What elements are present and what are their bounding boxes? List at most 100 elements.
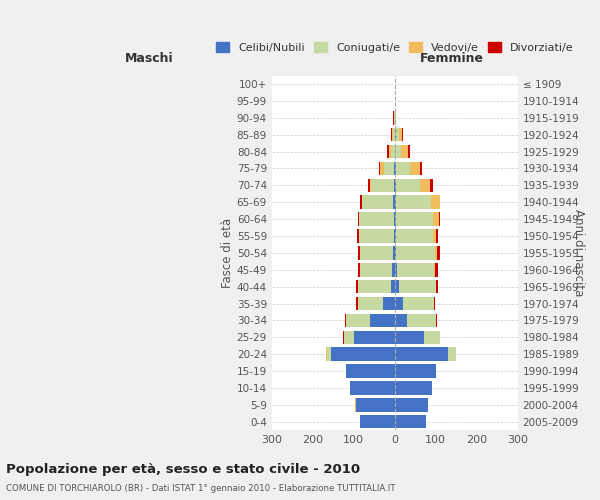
Text: Maschi: Maschi — [124, 52, 173, 65]
Text: Popolazione per età, sesso e stato civile - 2010: Popolazione per età, sesso e stato civil… — [6, 462, 360, 475]
Bar — [384, 162, 394, 175]
Text: Femmine: Femmine — [419, 52, 484, 65]
Bar — [356, 280, 358, 293]
Bar — [394, 111, 395, 124]
Bar — [350, 381, 395, 394]
Bar — [397, 263, 434, 276]
Bar — [346, 314, 370, 327]
Bar — [360, 415, 395, 428]
Bar — [395, 145, 401, 158]
Bar — [358, 212, 359, 226]
Bar — [436, 314, 437, 327]
Bar — [358, 280, 391, 293]
Bar — [401, 145, 409, 158]
Bar — [344, 330, 354, 344]
Bar — [391, 145, 395, 158]
Bar — [430, 178, 433, 192]
Bar — [434, 263, 435, 276]
Bar — [395, 178, 420, 192]
Text: COMUNE DI TORCHIAROLO (BR) - Dati ISTAT 1° gennaio 2010 - Elaborazione TUTTITALI: COMUNE DI TORCHIAROLO (BR) - Dati ISTAT … — [6, 484, 395, 493]
Bar — [391, 128, 392, 141]
Bar — [331, 348, 395, 361]
Bar — [380, 162, 384, 175]
Bar — [394, 178, 395, 192]
Bar — [361, 246, 393, 260]
Bar — [370, 178, 371, 192]
Bar — [391, 280, 395, 293]
Bar — [407, 314, 436, 327]
Bar — [433, 212, 439, 226]
Bar — [395, 128, 399, 141]
Bar — [360, 196, 362, 209]
Bar — [395, 348, 448, 361]
Bar — [395, 297, 403, 310]
Bar — [393, 196, 395, 209]
Bar — [327, 348, 331, 361]
Bar — [395, 314, 407, 327]
Bar — [379, 162, 380, 175]
Bar — [358, 297, 383, 310]
Bar — [409, 145, 410, 158]
Bar — [395, 263, 397, 276]
Bar — [424, 330, 440, 344]
Bar — [389, 145, 391, 158]
Bar — [394, 212, 395, 226]
Bar — [395, 111, 397, 124]
Bar — [368, 178, 370, 192]
Bar — [395, 212, 433, 226]
Bar — [436, 280, 438, 293]
Bar — [394, 230, 395, 243]
Bar — [433, 230, 436, 243]
Bar — [392, 128, 393, 141]
Bar — [395, 398, 428, 411]
Bar — [359, 230, 394, 243]
Bar — [359, 263, 392, 276]
Bar — [326, 348, 327, 361]
Bar — [393, 246, 395, 260]
Bar — [358, 246, 361, 260]
Bar — [435, 263, 438, 276]
Bar — [356, 297, 358, 310]
Bar — [436, 230, 438, 243]
Bar — [395, 280, 399, 293]
Bar — [359, 212, 394, 226]
Bar — [355, 398, 356, 411]
Bar — [395, 230, 433, 243]
Bar — [399, 280, 436, 293]
Bar — [395, 330, 424, 344]
Bar — [393, 128, 395, 141]
Bar — [410, 162, 420, 175]
Y-axis label: Anni di nascita: Anni di nascita — [572, 209, 585, 296]
Bar — [420, 162, 422, 175]
Legend: Celibi/Nubili, Coniugati/e, Vedovi/e, Divorziati/e: Celibi/Nubili, Coniugati/e, Vedovi/e, Di… — [212, 38, 577, 56]
Bar — [371, 178, 394, 192]
Bar — [354, 330, 395, 344]
Bar — [383, 297, 395, 310]
Bar — [434, 246, 437, 260]
Bar — [437, 246, 440, 260]
Bar — [394, 162, 395, 175]
Bar — [395, 196, 397, 209]
Bar — [402, 128, 403, 141]
Bar — [345, 314, 346, 327]
Bar — [395, 381, 432, 394]
Bar — [356, 398, 395, 411]
Bar — [357, 230, 359, 243]
Bar — [431, 196, 440, 209]
Bar — [358, 263, 359, 276]
Bar — [388, 145, 389, 158]
Bar — [439, 212, 440, 226]
Bar — [395, 246, 434, 260]
Y-axis label: Fasce di età: Fasce di età — [221, 218, 234, 288]
Bar — [395, 415, 425, 428]
Bar — [399, 128, 402, 141]
Bar — [403, 297, 434, 310]
Bar — [395, 364, 436, 378]
Bar — [448, 348, 457, 361]
Bar — [397, 196, 431, 209]
Bar — [395, 162, 410, 175]
Bar — [362, 196, 393, 209]
Bar — [420, 178, 430, 192]
Bar — [370, 314, 395, 327]
Bar — [392, 263, 395, 276]
